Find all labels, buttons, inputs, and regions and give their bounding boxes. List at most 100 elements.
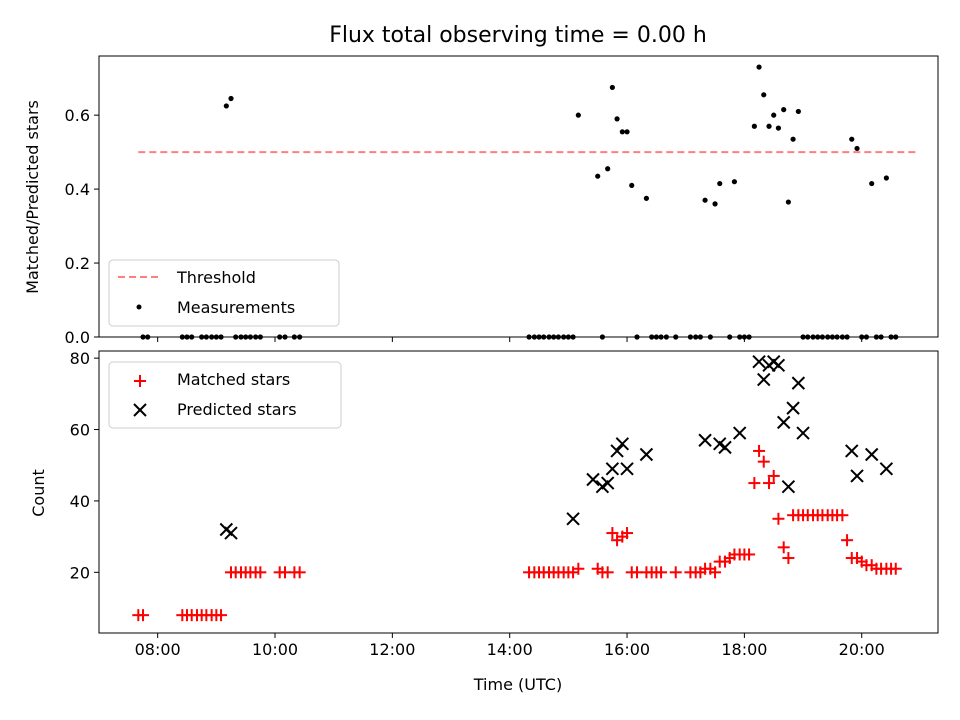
predicted-star-stroke bbox=[752, 355, 766, 369]
predicted-star-marker bbox=[850, 469, 864, 483]
measurement-point bbox=[883, 175, 889, 181]
matched-star-marker bbox=[137, 609, 150, 622]
matched-star-marker bbox=[572, 562, 585, 575]
matched-star-marker bbox=[777, 541, 790, 554]
top-y-tick-label: 0.0 bbox=[65, 328, 90, 347]
measurement-point bbox=[223, 103, 229, 109]
predicted-star-marker bbox=[771, 358, 786, 372]
measurement-point bbox=[717, 180, 723, 187]
predicted-star-marker bbox=[620, 462, 634, 476]
matched-star-marker bbox=[655, 566, 668, 579]
matched-star-marker bbox=[215, 609, 228, 622]
matched-star-marker bbox=[743, 548, 756, 561]
predicted-star-marker bbox=[605, 462, 620, 476]
chart-title: Flux total observing time = 0.00 h bbox=[329, 23, 707, 48]
bottom-x-tick-label: 14:00 bbox=[487, 640, 533, 659]
predicted-legend-swatch bbox=[133, 403, 147, 417]
top-legend: Threshold Measurements bbox=[108, 259, 340, 327]
measurement-point bbox=[609, 84, 615, 91]
bottom-y-tick-label: 20 bbox=[70, 563, 90, 582]
measurement-point bbox=[731, 179, 738, 185]
predicted-star-stroke bbox=[732, 426, 747, 440]
predicted-star-marker bbox=[776, 415, 791, 430]
measurement-point bbox=[629, 182, 635, 189]
bottom-x-tick-label: 08:00 bbox=[135, 640, 181, 659]
measurement-point bbox=[854, 145, 860, 152]
predicted-star-stroke bbox=[776, 415, 791, 430]
predicted-star-stroke bbox=[586, 472, 600, 487]
predicted-star-marker bbox=[586, 472, 600, 487]
matched-star-marker bbox=[669, 566, 682, 579]
predicted-star-stroke bbox=[791, 376, 806, 390]
measurement-point bbox=[849, 136, 855, 142]
bottom-y-axis-label: Count bbox=[29, 469, 48, 517]
predicted-star-marker bbox=[752, 355, 766, 369]
predicted-star-stroke bbox=[600, 476, 615, 490]
measurement-point bbox=[756, 64, 762, 70]
top-y-axis-label: Matched/Predicted stars bbox=[23, 100, 42, 294]
predicted-star-marker bbox=[698, 433, 712, 447]
measurement-point bbox=[712, 201, 718, 207]
measurement-point bbox=[795, 108, 801, 115]
measurement-point bbox=[785, 199, 791, 205]
bottom-axes-frame bbox=[98, 350, 939, 634]
predicted-star-marker bbox=[566, 512, 580, 526]
matched-star-marker bbox=[772, 512, 785, 525]
predicted-star-stroke bbox=[771, 358, 786, 372]
predicted-star-stroke bbox=[639, 447, 654, 462]
predicted-star-stroke bbox=[566, 512, 580, 526]
matched-star-marker bbox=[782, 552, 795, 565]
predicted-star-stroke bbox=[620, 462, 634, 476]
bottom-plot-area: 08:00 10:00 12:00 14:00 16:00 18:00 20:00 20 40 6… bbox=[70, 349, 939, 659]
top-y-tick-label: 0.2 bbox=[65, 254, 90, 273]
x-axis-label: Time (UTC) bbox=[473, 675, 562, 694]
predicted-legend-label: Predicted stars bbox=[177, 400, 297, 419]
measurement-point bbox=[619, 129, 625, 135]
measurements-legend-label: Measurements bbox=[177, 298, 295, 317]
matched-star-marker bbox=[254, 566, 267, 579]
predicted-star-stroke bbox=[850, 469, 864, 483]
predicted-star-stroke bbox=[845, 444, 859, 458]
matched-star-marker bbox=[621, 527, 634, 540]
measurement-point bbox=[595, 173, 601, 179]
predicted-star-marker bbox=[864, 447, 879, 462]
matched-star-marker bbox=[767, 469, 780, 482]
matched-legend-label: Matched stars bbox=[177, 370, 290, 389]
top-legend-box bbox=[108, 259, 340, 327]
predicted-star-marker bbox=[796, 426, 810, 440]
predicted-star-stroke bbox=[879, 462, 894, 476]
predicted-star-stroke bbox=[757, 372, 771, 387]
top-y-tick-label: 0.6 bbox=[65, 106, 90, 125]
predicted-star-marker bbox=[224, 526, 238, 540]
matched-star-marker bbox=[763, 477, 776, 490]
bottom-x-tick-label: 10:00 bbox=[252, 640, 298, 659]
measurement-point bbox=[643, 195, 650, 201]
matched-star-marker bbox=[753, 444, 766, 457]
measurement-point bbox=[761, 92, 767, 98]
predicted-star-stroke bbox=[796, 426, 810, 440]
predicted-star-stroke bbox=[615, 437, 630, 451]
predicted-star-marker bbox=[757, 372, 771, 387]
bottom-x-tick-label: 16:00 bbox=[604, 640, 650, 659]
predicted-star-marker bbox=[615, 437, 630, 451]
top-y-tick-label: 0.4 bbox=[65, 180, 90, 199]
predicted-star-marker bbox=[791, 376, 806, 390]
ratio-panel: Flux total observing time = 0.00 h Match… bbox=[23, 23, 939, 347]
bottom-x-tick-label: 12:00 bbox=[369, 640, 415, 659]
matched-star-marker bbox=[606, 527, 619, 540]
count-panel: Count Time (UTC) 08:00 10:00 12:00 14:00 16:… bbox=[29, 349, 939, 694]
predicted-star-stroke bbox=[224, 526, 238, 540]
measurement-point bbox=[605, 166, 611, 172]
measurement-point bbox=[869, 180, 875, 187]
predicted-star-marker bbox=[718, 440, 732, 455]
measurement-point bbox=[790, 136, 796, 142]
predicted-star-stroke bbox=[781, 479, 796, 494]
matched-star-marker bbox=[709, 566, 722, 579]
predicted-star-marker bbox=[732, 426, 747, 440]
predicted-star-stroke bbox=[718, 440, 732, 455]
predicted-star-stroke bbox=[605, 462, 620, 476]
top-plot-area: 0.0 0.2 0.4 0.6 bbox=[65, 55, 939, 347]
matched-legend-swatch bbox=[134, 375, 146, 387]
